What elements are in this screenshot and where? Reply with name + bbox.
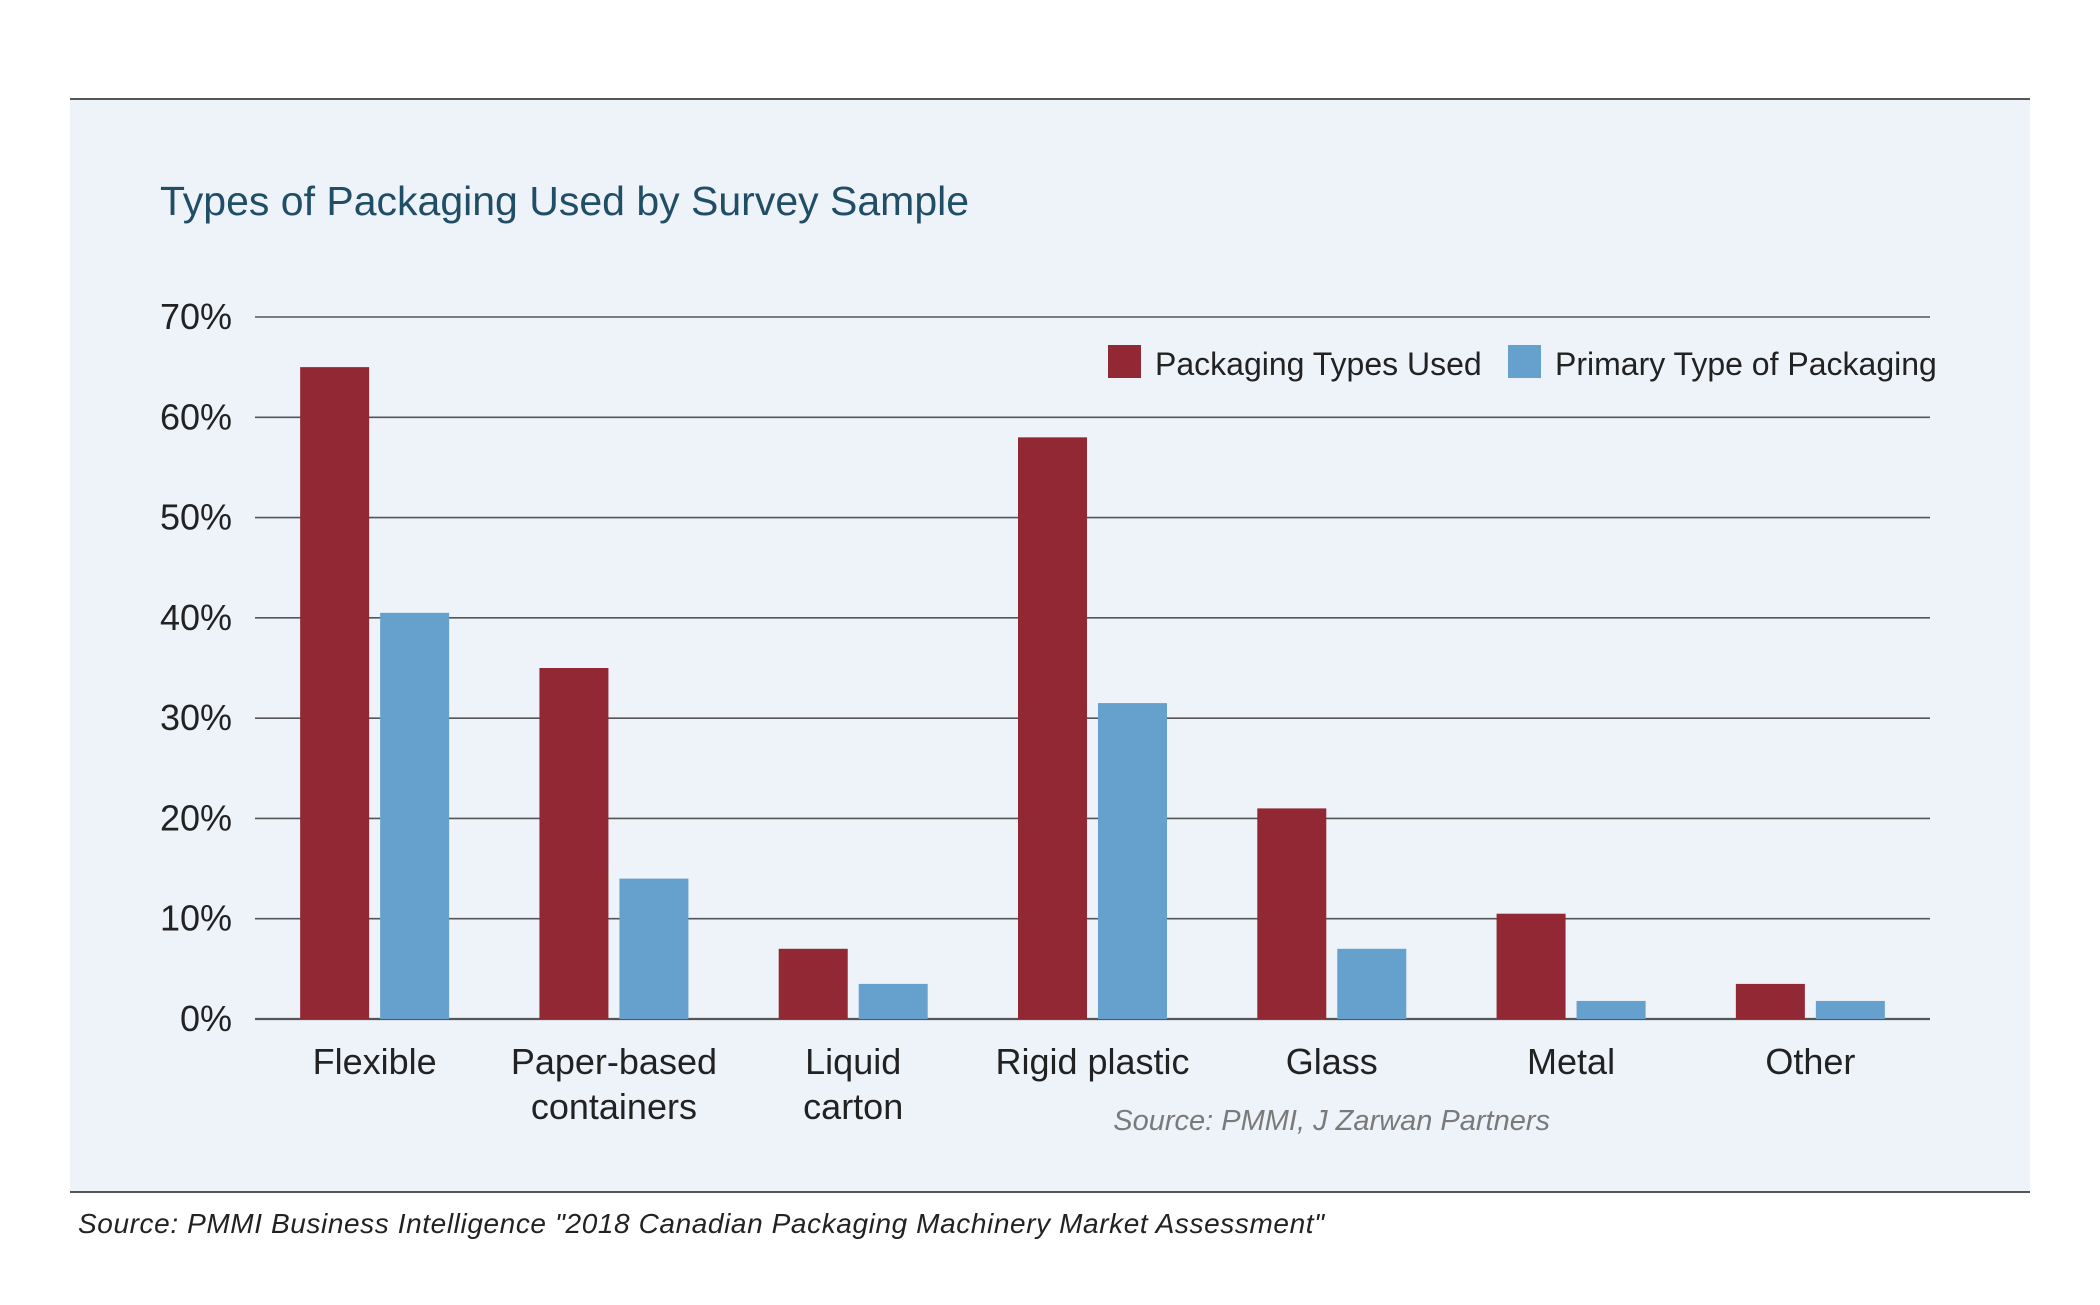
legend-label: Primary Type of Packaging [1555,346,1937,382]
chart-source-note: Source: PMMI, J Zarwan Partners [1113,1105,1550,1137]
bar-primary-type [380,612,450,1019]
bar-packaging-types-used [1496,913,1566,1019]
x-tick-label: Paper-based [511,1041,717,1082]
y-tick-label: 20% [160,797,232,838]
x-tick-label: containers [531,1086,697,1127]
x-tick-label: Liquid [805,1041,901,1082]
bar-packaging-types-used [539,668,609,1019]
y-tick-label: 60% [160,396,232,437]
y-tick-label: 30% [160,697,232,738]
legend: Packaging Types Used Primary Type of Pack… [1108,345,1937,382]
x-tick-label: Other [1765,1041,1855,1082]
bar-primary-type [1815,1000,1885,1019]
bar-packaging-types-used [300,367,370,1020]
bar-packaging-types-used [1257,808,1327,1019]
bar-primary-type [1098,703,1167,1019]
bar-packaging-types-used [1018,437,1087,1019]
legend-label: Packaging Types Used [1155,346,1482,382]
y-tick-label: 50% [160,497,232,538]
x-tick-label: Rigid plastic [995,1041,1189,1082]
bar-primary-type [1337,948,1407,1019]
y-tick-label: 0% [180,998,232,1039]
x-tick-label: Metal [1527,1041,1615,1082]
x-tick-label: Glass [1286,1041,1378,1082]
legend-swatch [1108,345,1141,378]
x-tick-label: carton [803,1086,903,1127]
legend-swatch [1508,345,1541,378]
chart-title: Types of Packaging Used by Survey Sample [160,178,969,224]
bar-packaging-types-used [778,948,848,1019]
y-tick-label: 10% [160,898,232,939]
y-axis: 0% 10% 20% 30% 40% 50% 60% 70% [160,296,232,1039]
y-tick-label: 40% [160,597,232,638]
bar-primary-type [1576,1000,1646,1019]
gridlines [255,316,1930,1021]
bars [300,367,1885,1020]
bar-packaging-types-used [1735,983,1805,1019]
bar-primary-type [619,878,689,1019]
x-tick-label: Flexible [313,1041,437,1082]
y-tick-label: 70% [160,296,232,337]
footer-source: Source: PMMI Business Intelligence "2018… [78,1208,1325,1239]
bar-primary-type [858,983,928,1019]
